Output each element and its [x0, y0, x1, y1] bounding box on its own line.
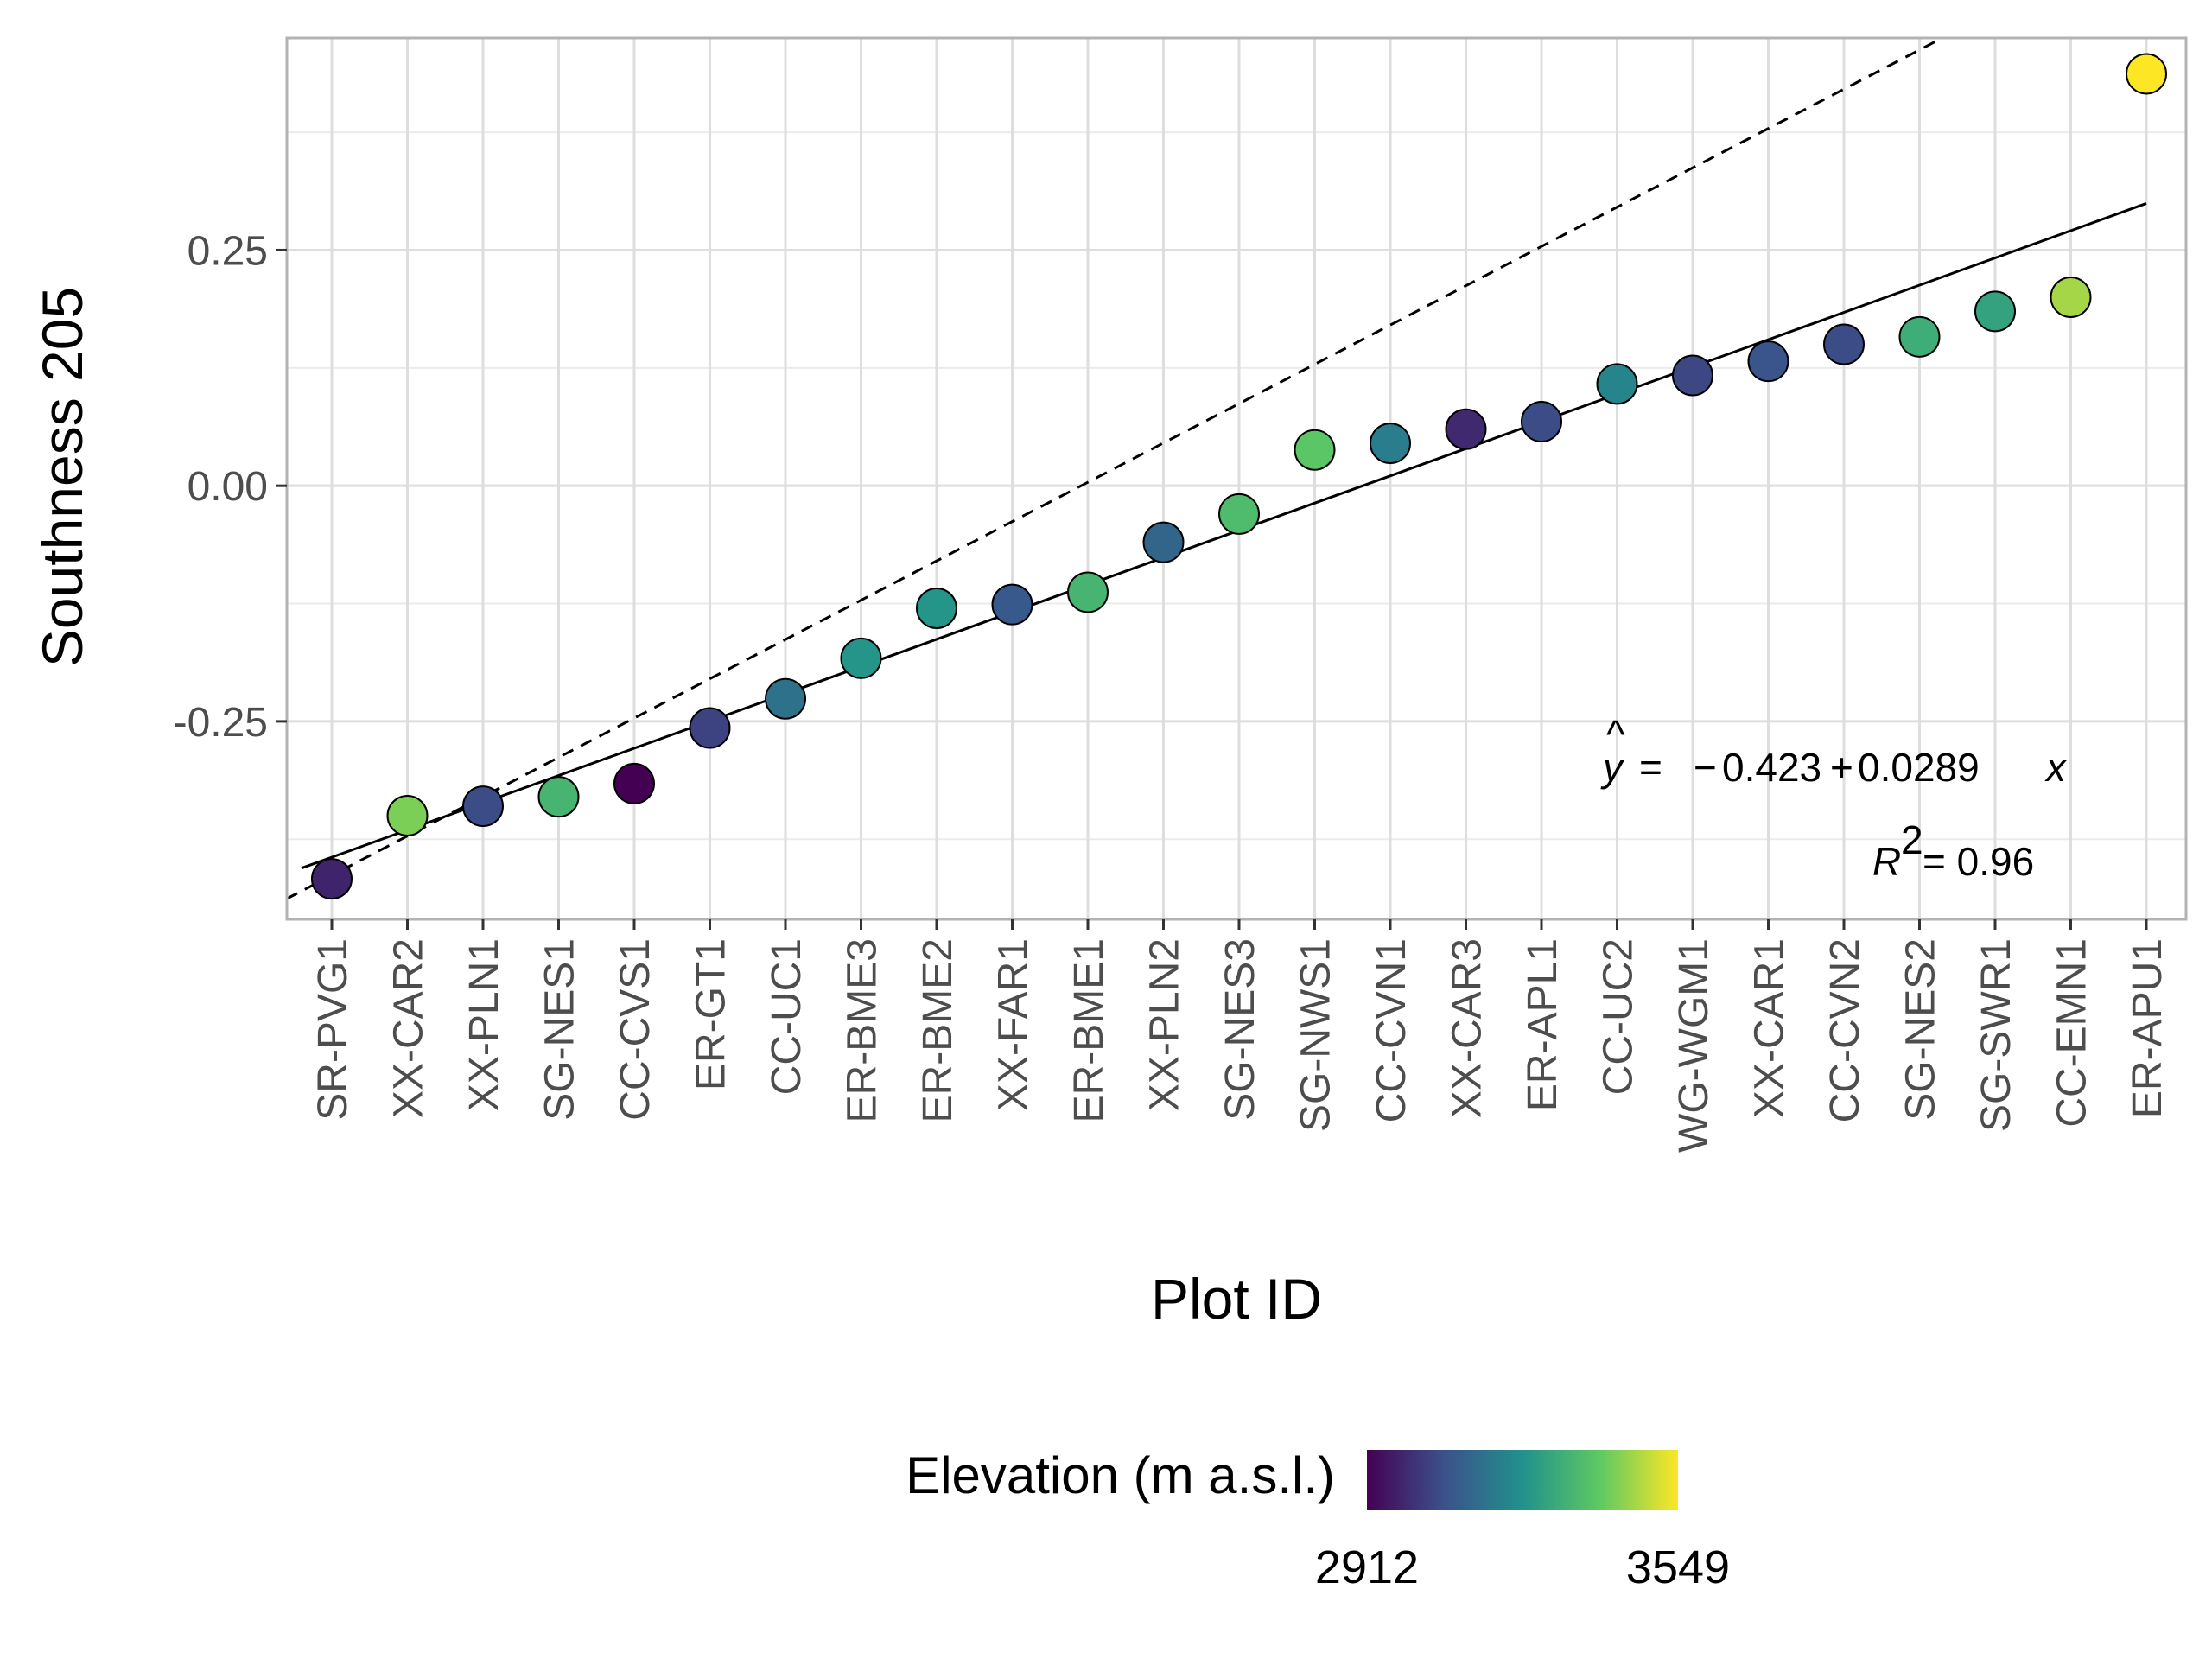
panel-background: [287, 38, 2186, 919]
x-tick-label: CC-CVS1: [613, 938, 658, 1121]
data-point-sg-nws1: [1294, 429, 1336, 471]
x-tick-label: XX-PLN1: [461, 938, 507, 1111]
data-point-cc-cvs1: [613, 762, 655, 804]
data-points: [311, 53, 2167, 900]
data-point-cc-cvn1: [1370, 423, 1411, 465]
equation-intercept: 0.423: [1722, 745, 1821, 790]
data-point-xx-car3: [1445, 408, 1487, 450]
x-axis-title: Plot ID: [1151, 1267, 1322, 1331]
equation-slope: 0.0289: [1858, 745, 1980, 790]
equation-yhat: y: [1600, 745, 1625, 790]
r2-value: = 0.96: [1923, 839, 2034, 884]
data-point-cc-uc1: [765, 677, 806, 720]
data-point-xx-pln2: [1142, 521, 1185, 563]
x-tick-label: CC-EMN1: [2050, 938, 2095, 1128]
x-axis-ticks: SR-PVG1 XX-CAR2 XX-PLN1 SG-NES1 CC-CVS1 ER-GT…: [310, 919, 2171, 1153]
data-point-er-gt1: [689, 707, 731, 749]
data-point-xx-car1: [1747, 340, 1789, 383]
x-tick-label: XX-CAR2: [386, 938, 432, 1118]
x-tick-label: XX-FAR1: [991, 938, 1037, 1111]
y-tick-label: 0.25: [188, 228, 268, 274]
color-legend: Elevation (m a.s.l.) 2912 3549: [906, 1446, 1730, 1593]
equation-hat: ^: [1606, 712, 1625, 757]
data-point-cc-cvn2: [1823, 323, 1865, 365]
r2-symbol: R: [1872, 839, 1901, 884]
x-tick-label: SG-NES2: [1898, 938, 1944, 1121]
y-tick-label: 0.00: [188, 464, 268, 510]
regression-line: [301, 202, 2147, 870]
x-tick-label: XX-PLN2: [1142, 938, 1188, 1111]
x-tick-label: ER-APU1: [2125, 938, 2171, 1118]
equation-x: x: [2044, 745, 2068, 790]
data-point-sr-pvg1: [311, 858, 353, 900]
legend-max-label: 3549: [1626, 1541, 1730, 1593]
x-tick-label: SG-NES3: [1217, 938, 1263, 1121]
legend-colorbar: [1367, 1450, 1678, 1510]
data-point-cc-uc2: [1596, 363, 1638, 405]
data-point-xx-pln1: [462, 785, 504, 828]
r-squared: R 2 = 0.96: [1872, 817, 2034, 884]
data-point-sg-nes3: [1218, 493, 1260, 535]
x-tick-label: CC-CVN1: [1369, 938, 1414, 1122]
data-point-wg-wgm1: [1672, 354, 1713, 397]
x-tick-label: XX-CAR3: [1445, 938, 1491, 1118]
legend-title: Elevation (m a.s.l.): [906, 1446, 1335, 1504]
x-tick-label: CC-UC2: [1596, 938, 1642, 1095]
data-point-er-bme2: [916, 588, 957, 629]
data-point-er-apu1: [2126, 53, 2167, 95]
legend-min-label: 2912: [1315, 1541, 1419, 1593]
regression-equation: y ^ = − 0.423 + 0.0289 x: [1600, 712, 2068, 790]
data-point-xx-far1: [991, 583, 1033, 626]
y-axis-ticks: -0.25 0.00 0.25: [174, 228, 287, 746]
data-point-sg-nes1: [537, 776, 580, 818]
reference-line-dashed: [287, 38, 1946, 900]
x-tick-label: CC-CVN2: [1822, 938, 1868, 1122]
minor-gridlines: [287, 131, 2186, 841]
x-tick-label: CC-UC1: [764, 938, 810, 1095]
x-tick-label: ER-APL1: [1520, 938, 1566, 1111]
data-point-sg-nes2: [1898, 315, 1941, 358]
equation-equals: =: [1639, 745, 1662, 790]
x-tick-label: WG-WGM1: [1671, 938, 1717, 1153]
r2-superscript: 2: [1901, 817, 1923, 862]
y-tick-label: -0.25: [174, 700, 268, 746]
major-gridlines: [287, 38, 2186, 919]
x-tick-label: SG-SWR1: [1974, 938, 2019, 1132]
x-tick-label: ER-BME3: [840, 938, 886, 1122]
x-tick-label: ER-BME2: [915, 938, 961, 1122]
panel-border: [285, 36, 2188, 921]
data-point-er-bme3: [840, 637, 882, 679]
y-axis-title: Southness 205: [30, 287, 94, 667]
equation-sign: −: [1694, 745, 1717, 790]
data-point-er-bme1: [1067, 571, 1109, 613]
x-tick-label: ER-GT1: [689, 938, 734, 1090]
data-point-sg-swr1: [1974, 290, 2016, 333]
x-tick-label: ER-BME1: [1066, 938, 1112, 1122]
x-tick-label: SG-NES1: [537, 938, 583, 1121]
x-tick-label: SG-NWS1: [1294, 938, 1339, 1132]
x-tick-label: SR-PVG1: [310, 938, 356, 1121]
data-point-er-apl1: [1521, 401, 1562, 442]
x-tick-label: XX-CAR1: [1747, 938, 1793, 1118]
data-point-xx-car2: [386, 795, 429, 836]
equation-plus: +: [1830, 745, 1853, 790]
data-point-cc-emn1: [2050, 276, 2092, 318]
